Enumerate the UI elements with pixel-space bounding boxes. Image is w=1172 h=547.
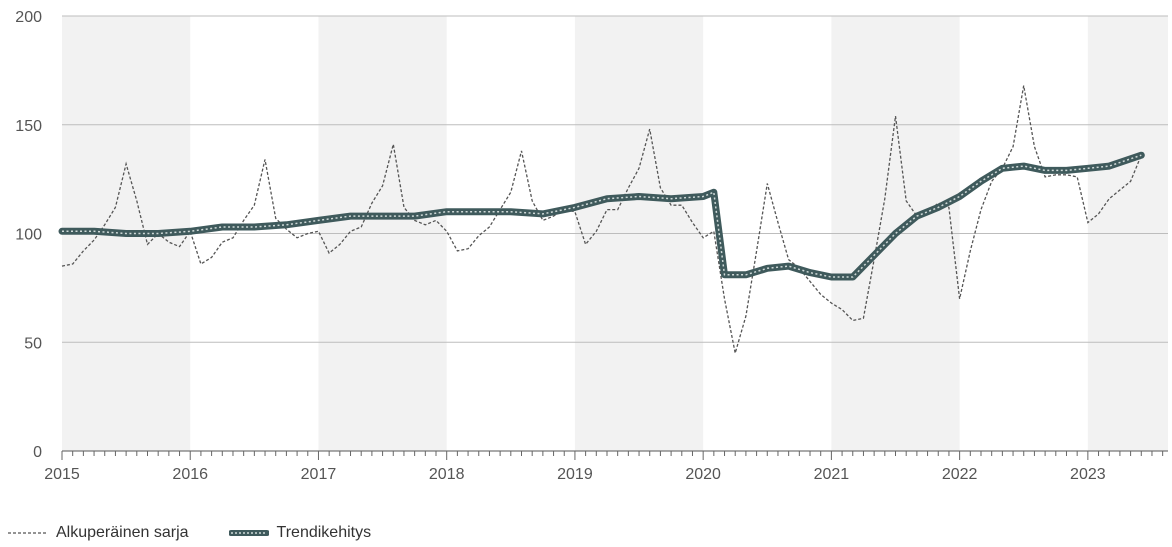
y-tick-label: 150 — [15, 118, 42, 135]
x-tick-label: 2017 — [301, 466, 337, 483]
x-axis: 2015 2016 2017 2018 2019 2020 2021 2022 2023 — [44, 450, 1168, 483]
legend-swatch-trend — [227, 526, 270, 540]
x-tick-label: 2019 — [557, 466, 593, 483]
legend-item-trend[interactable]: Trendikehitys — [227, 524, 372, 542]
legend-label-original: Alkuperäinen sarja — [56, 524, 189, 541]
y-tick-label: 200 — [15, 9, 42, 26]
grid-lines — [62, 15, 1168, 343]
legend-swatch-original — [8, 526, 48, 540]
y-tick-label: 0 — [33, 444, 42, 461]
line-chart: 0 50 100 150 200 2015 2016 2017 2018 2019 2020 202… — [15, 9, 1168, 483]
x-tick-label: 2022 — [942, 466, 978, 483]
x-tick-label: 2018 — [429, 466, 465, 483]
series-line-trend-highlight — [62, 154, 1142, 278]
legend: Alkuperäinen sarja Trendikehitys — [8, 522, 371, 544]
y-tick-label: 100 — [15, 227, 42, 244]
x-tick-label: 2015 — [44, 466, 80, 483]
legend-item-original[interactable]: Alkuperäinen sarja — [8, 524, 189, 542]
series-group — [58, 85, 1145, 354]
x-tick-label: 2023 — [1070, 466, 1106, 483]
x-tick-label: 2020 — [685, 466, 721, 483]
series-line-original — [61, 85, 1142, 354]
legend-label-trend: Trendikehitys — [276, 524, 372, 541]
y-axis-ticks: 0 50 100 150 200 — [15, 9, 42, 461]
y-tick-label: 50 — [24, 335, 42, 352]
x-tick-label: 2021 — [814, 466, 850, 483]
x-tick-label: 2016 — [172, 466, 208, 483]
